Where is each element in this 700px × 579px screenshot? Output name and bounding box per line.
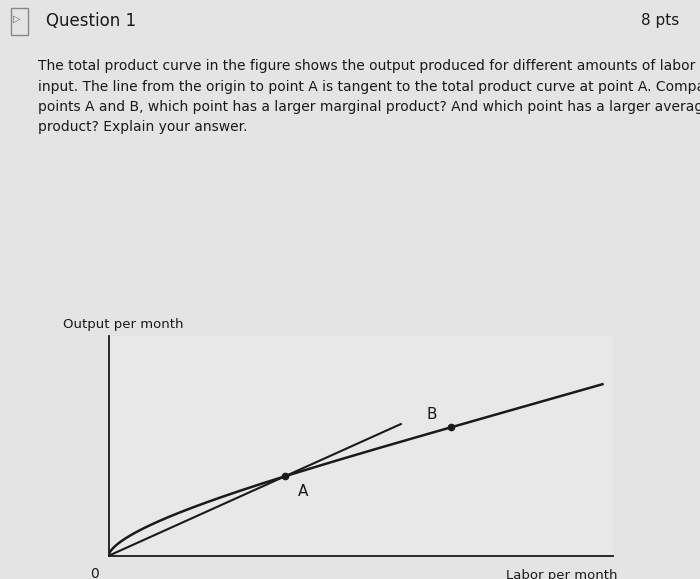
- Text: A: A: [298, 484, 308, 499]
- Text: 0: 0: [90, 567, 99, 579]
- Text: The total product curve in the figure shows the output produced for different am: The total product curve in the figure sh…: [38, 60, 700, 134]
- Text: Labor per month: Labor per month: [506, 569, 617, 579]
- Text: Question 1: Question 1: [46, 12, 136, 30]
- Text: B: B: [426, 406, 437, 422]
- Bar: [10, 8, 28, 35]
- Text: Output per month: Output per month: [63, 318, 183, 331]
- Text: 8 pts: 8 pts: [640, 13, 679, 28]
- Text: ▷: ▷: [13, 14, 20, 24]
